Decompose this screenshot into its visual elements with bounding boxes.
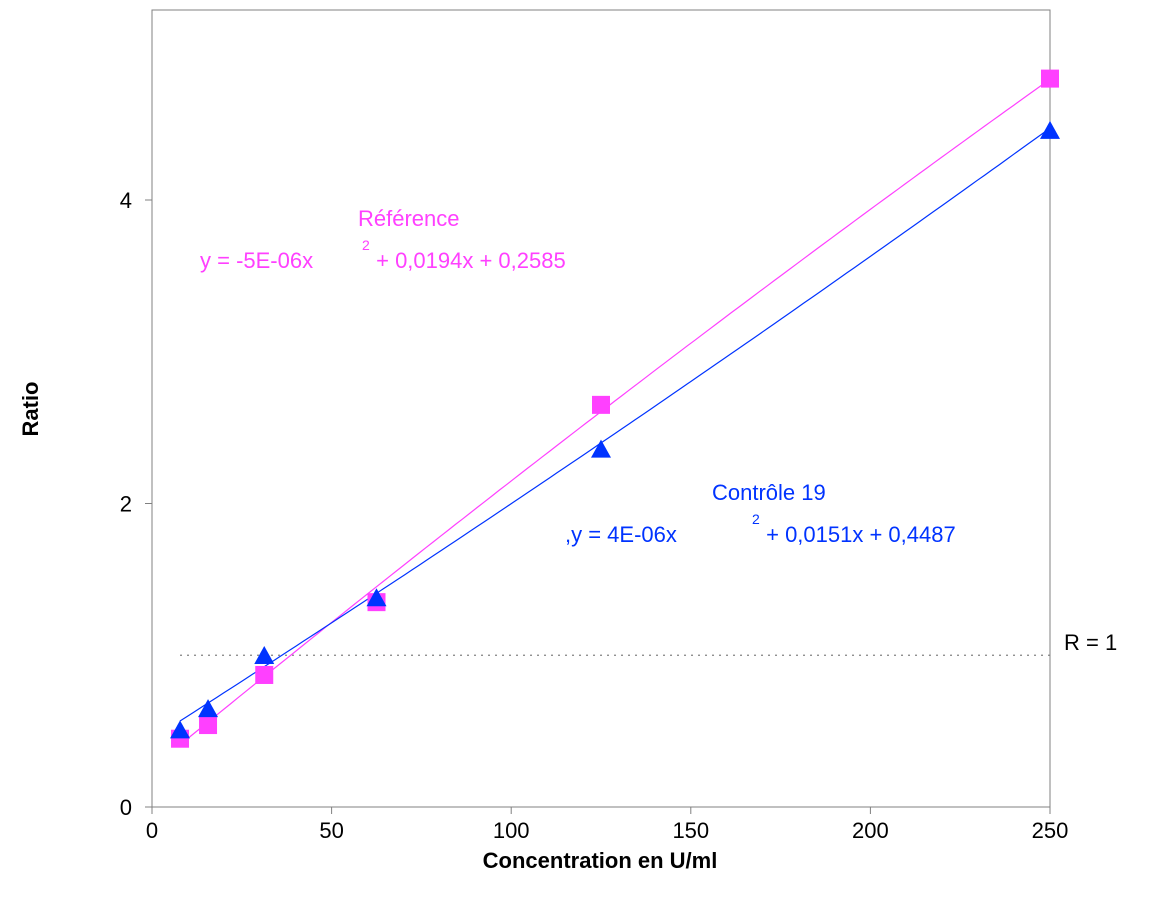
equation-reference-prefix: y = -5E-06x (200, 248, 313, 273)
markers-group (170, 69, 1060, 748)
equation-reference-suffix: + 0,0194x + 0,2585 (370, 248, 566, 273)
marker-triangle-series-1 (366, 588, 387, 607)
equation-reference: y = -5E-06x 2 + 0,0194x + 0,2585 (200, 237, 566, 273)
y-axis-label: Ratio (18, 382, 43, 437)
series-name-reference: Référence (358, 206, 460, 231)
trendline-series-1 (179, 127, 1051, 722)
marker-triangle-series-1 (591, 439, 611, 458)
x-tick-label: 150 (672, 818, 709, 843)
x-tick-label: 250 (1032, 818, 1069, 843)
x-tick-label: 100 (493, 818, 530, 843)
y-tick-label: 0 (120, 795, 132, 820)
axes-group: 0 50 100 150 200 250 0 2 4 (120, 188, 1069, 843)
marker-triangle-series-1 (170, 720, 191, 739)
y-tick-label: 2 (120, 492, 132, 517)
marker-triangle-series-1 (198, 699, 219, 718)
marker-triangle-series-1 (1040, 120, 1060, 139)
x-tick-label: 200 (852, 818, 889, 843)
marker-square-series-0 (199, 716, 218, 735)
equation-reference-exponent: 2 (362, 237, 370, 253)
marker-square-series-0 (255, 665, 274, 684)
x-axis-label: Concentration en U/ml (483, 848, 718, 873)
marker-square-series-0 (1041, 69, 1059, 88)
equation-controle-exponent: 2 (752, 511, 760, 527)
y-tick-label: 4 (120, 188, 132, 213)
equation-controle-suffix: + 0,0151x + 0,4487 (760, 522, 956, 547)
trendlines-group (179, 78, 1051, 746)
series-name-controle: Contrôle 19 (712, 480, 826, 505)
x-tick-label: 0 (146, 818, 158, 843)
x-tick-label: 50 (319, 818, 343, 843)
marker-triangle-series-1 (254, 645, 275, 664)
equation-controle: ,y = 4E-06x 2 + 0,0151x + 0,4487 (565, 511, 956, 547)
marker-square-series-0 (592, 395, 610, 414)
reference-line-label: R = 1 (1064, 630, 1117, 655)
equation-controle-prefix: ,y = 4E-06x (565, 522, 677, 547)
